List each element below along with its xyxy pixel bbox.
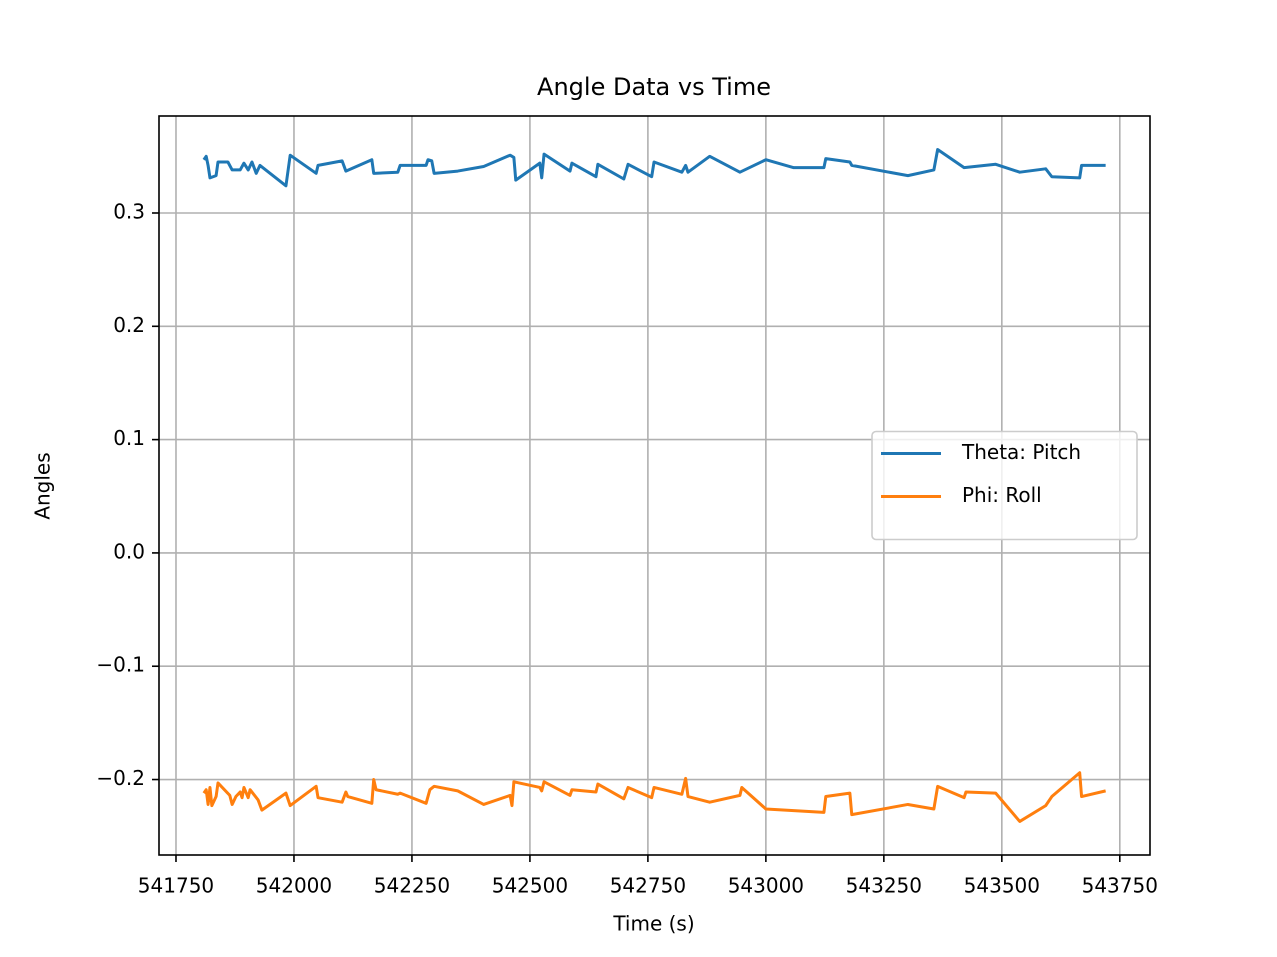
y-tick-label: 0.2: [113, 313, 145, 337]
x-tick-label: 542250: [374, 874, 450, 898]
x-tick-label: 542000: [256, 874, 332, 898]
y-tick-label: 0.3: [113, 199, 145, 223]
legend: Theta: Pitch Phi: Roll: [871, 430, 1138, 541]
x-tick-label: 543000: [728, 874, 804, 898]
y-tick-label: 0.0: [113, 539, 145, 563]
chart-title: Angle Data vs Time: [537, 73, 771, 101]
y-tick-label: 0.1: [113, 426, 145, 450]
y-tick-label: −0.2: [96, 766, 145, 790]
legend-box: [871, 430, 1138, 541]
y-axis-label: Angles: [31, 452, 55, 519]
x-tick-label: 541750: [138, 874, 214, 898]
y-tick-label: −0.1: [96, 653, 145, 677]
x-tick-label: 543500: [964, 874, 1040, 898]
x-axis-label: Time (s): [612, 912, 694, 936]
legend-label: Phi: Roll: [962, 483, 1042, 507]
x-tick-label: 543750: [1082, 874, 1158, 898]
line-series: [202, 771, 1106, 823]
x-tick-label: 542750: [610, 874, 686, 898]
legend-label: Theta: Pitch: [961, 440, 1081, 464]
x-tick-label: 542500: [492, 874, 568, 898]
plot-frame: [158, 115, 1151, 856]
line-series: [202, 148, 1106, 188]
x-tick-label: 543250: [846, 874, 922, 898]
